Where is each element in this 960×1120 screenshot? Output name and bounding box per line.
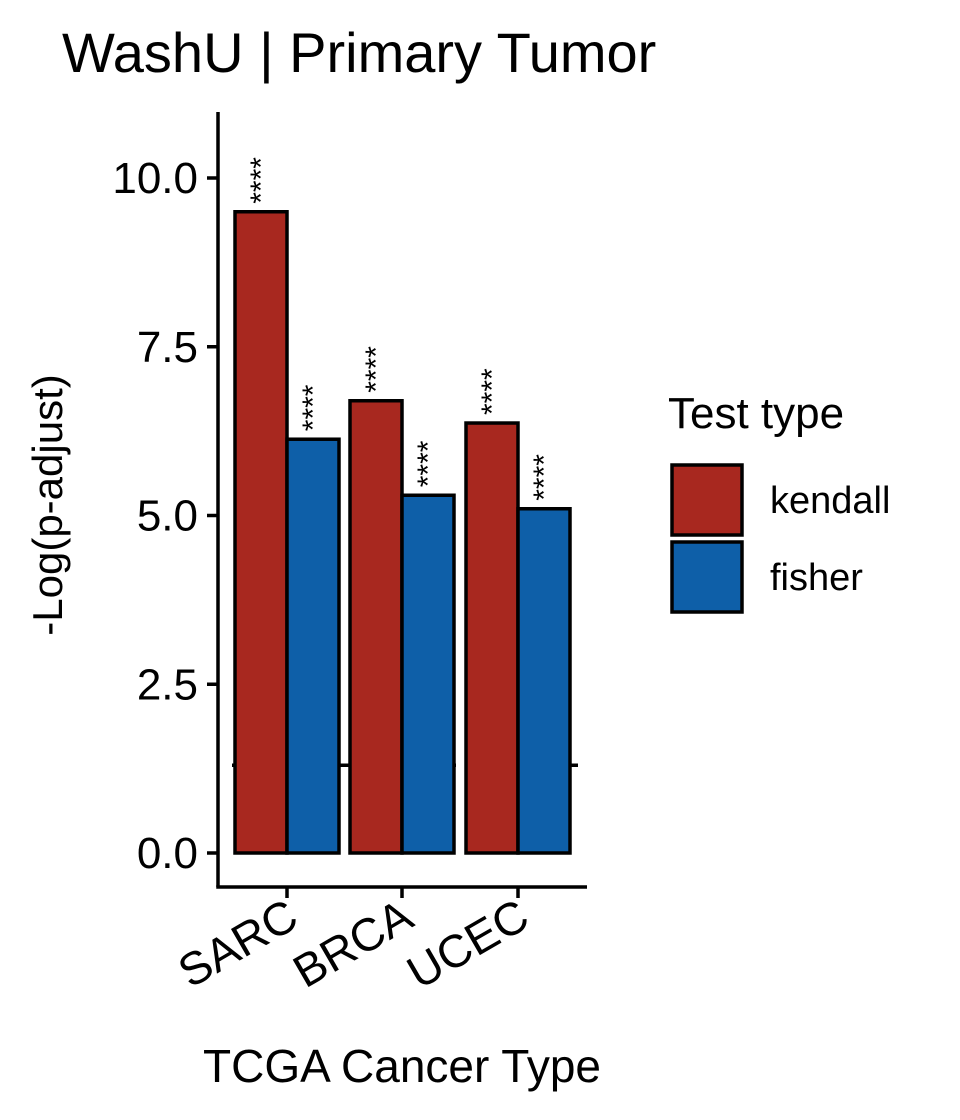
legend-swatch-kendall xyxy=(670,463,744,537)
x-tick-label-brca: BRCA xyxy=(284,888,421,997)
legend-label-kendall: kendall xyxy=(770,480,890,522)
x-tick-label-sarc: SARC xyxy=(169,889,306,998)
x-axis-label: TCGA Cancer Type xyxy=(203,1040,601,1092)
y-tick-label: 0.0 xyxy=(137,829,198,878)
x-tick-label-ucec: UCEC xyxy=(398,889,537,999)
significance-label: **** xyxy=(412,440,445,487)
chart-title: WashU | Primary Tumor xyxy=(62,21,656,84)
legend-label-fisher: fisher xyxy=(770,557,863,599)
bar-kendall-ucec xyxy=(464,421,520,855)
bar-fisher-brca xyxy=(400,493,456,855)
y-tick-label: 7.5 xyxy=(137,323,198,372)
significance-label: **** xyxy=(476,368,509,415)
y-axis-label: -Log(p-adjust) xyxy=(24,374,71,635)
y-tick-label: 10.0 xyxy=(112,154,198,203)
significance-label: **** xyxy=(245,157,278,204)
significance-label: **** xyxy=(297,384,330,431)
significance-label: **** xyxy=(528,454,561,501)
bar-kendall-brca xyxy=(348,399,404,855)
y-tick-label: 5.0 xyxy=(137,492,198,541)
bar-kendall-sarc xyxy=(233,210,289,855)
legend-swatch-fisher xyxy=(670,540,744,614)
y-tick-label: 2.5 xyxy=(137,660,198,709)
significance-label: **** xyxy=(360,346,393,393)
bar-fisher-sarc xyxy=(285,437,341,855)
legend-title: Test type xyxy=(668,389,844,438)
bar-fisher-ucec xyxy=(516,507,572,855)
legend: Test type kendall fisher xyxy=(668,389,890,614)
